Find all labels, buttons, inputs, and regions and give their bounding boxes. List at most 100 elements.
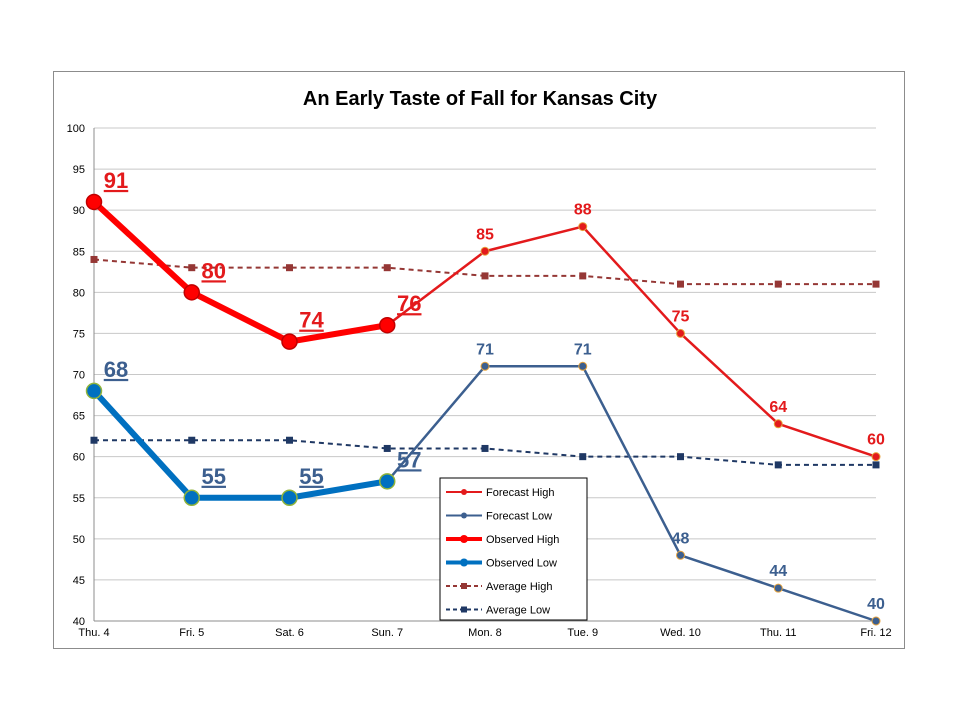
- data-point: [90, 255, 98, 263]
- legend-label: Average Low: [486, 605, 550, 617]
- data-point: [183, 284, 200, 301]
- data-point: [872, 280, 880, 288]
- series-average-low: [90, 436, 880, 469]
- data-point: [677, 453, 684, 461]
- data-point: [383, 264, 391, 272]
- data-point: [774, 461, 782, 469]
- data-point: [90, 436, 98, 444]
- y-tick-label: 50: [73, 534, 85, 546]
- data-point: [281, 489, 298, 506]
- legend-label: Forecast High: [486, 487, 554, 499]
- line-chart: An Early Taste of Fall for Kansas City 4…: [67, 88, 892, 639]
- legend-item: Observed High: [446, 534, 559, 546]
- data-point: [481, 272, 489, 280]
- legend-marker: [461, 606, 467, 613]
- series-line: [94, 439, 876, 466]
- data-point: [281, 333, 298, 350]
- series-observed-low: [85, 382, 396, 506]
- data-label: 76: [397, 291, 421, 316]
- legend-label: Observed Low: [486, 558, 557, 570]
- data-point: [579, 453, 587, 461]
- data-label: 71: [574, 341, 592, 358]
- legend-box: [439, 477, 588, 621]
- x-tick-label: Fri. 5: [179, 627, 204, 639]
- series-line: [91, 388, 388, 501]
- x-tick-label: Sat. 6: [275, 627, 304, 639]
- data-label: 74: [299, 308, 324, 333]
- series-forecast-high: [382, 222, 881, 462]
- data-point: [871, 452, 881, 462]
- y-tick-label: 65: [73, 411, 85, 423]
- data-label: 60: [867, 432, 885, 449]
- legend-item: Average High: [446, 581, 552, 593]
- data-label: 40: [867, 596, 885, 613]
- legend-item: Forecast Low: [446, 511, 552, 523]
- data-label: 80: [202, 258, 226, 283]
- series-forecast-low: [382, 361, 881, 626]
- series-observed-high: [85, 193, 396, 350]
- data-point: [286, 264, 293, 272]
- legend-label: Average High: [486, 581, 552, 593]
- data-label: 85: [476, 226, 494, 243]
- legend-label: Forecast Low: [486, 511, 552, 523]
- data-point: [872, 461, 880, 469]
- x-tick-label: Thu. 4: [78, 627, 109, 639]
- data-point: [379, 473, 396, 490]
- data-point: [677, 280, 684, 288]
- x-tick-label: Tue. 9: [567, 627, 598, 639]
- data-point: [579, 272, 587, 280]
- series-line: [91, 199, 388, 345]
- data-point: [183, 489, 200, 506]
- data-label: 44: [769, 563, 787, 580]
- y-tick-label: 100: [67, 123, 85, 135]
- series-line: [386, 225, 877, 458]
- data-point: [286, 436, 293, 444]
- data-label: 64: [769, 399, 787, 416]
- y-tick-label: 55: [73, 493, 85, 505]
- data-point: [480, 361, 490, 371]
- y-tick-label: 80: [73, 287, 85, 299]
- data-point: [480, 246, 490, 256]
- data-point: [85, 382, 103, 400]
- chart-title: An Early Taste of Fall for Kansas City: [303, 88, 658, 110]
- y-tick-label: 70: [73, 370, 85, 382]
- y-tick-label: 45: [73, 575, 85, 587]
- data-label: 68: [104, 357, 128, 382]
- legend: Forecast High Forecast Low Observed High Ob…: [439, 477, 588, 621]
- data-label: 55: [299, 464, 323, 489]
- series-line: [386, 365, 877, 623]
- legend-item: Forecast High: [446, 487, 554, 499]
- x-tick-label: Thu. 11: [760, 627, 797, 639]
- data-point: [85, 193, 103, 211]
- x-tick-label: Fri. 12: [860, 627, 891, 639]
- data-point: [481, 444, 489, 452]
- data-label: 75: [672, 308, 690, 325]
- y-tick-label: 40: [73, 616, 85, 628]
- y-tick-label: 60: [73, 452, 85, 464]
- data-point: [773, 419, 783, 429]
- legend-marker: [460, 535, 468, 543]
- x-tick-label: Mon. 8: [468, 627, 502, 639]
- data-point: [578, 222, 588, 232]
- legend-marker: [461, 489, 467, 495]
- y-tick-label: 95: [73, 164, 85, 176]
- data-point: [188, 436, 196, 444]
- legend-marker: [460, 558, 468, 567]
- series-lines: [85, 193, 881, 626]
- y-tick-label: 75: [73, 328, 85, 340]
- x-tick-label: Wed. 10: [660, 627, 701, 639]
- legend-marker: [461, 583, 467, 589]
- legend-marker: [461, 512, 467, 519]
- y-tick-label: 85: [73, 246, 85, 258]
- data-point: [774, 280, 782, 288]
- data-label: 91: [104, 168, 128, 193]
- data-point: [676, 550, 685, 560]
- data-label: 55: [202, 464, 226, 489]
- data-point: [383, 444, 391, 452]
- data-labels: 91 80 74 76 68 55 55 57 85 88 75 64 60 71 71 48 44 40: [104, 168, 885, 613]
- data-point: [578, 361, 588, 371]
- data-point: [379, 316, 396, 334]
- x-tick-label: Sun. 7: [371, 627, 403, 639]
- data-point: [773, 583, 783, 593]
- legend-item: Observed Low: [446, 558, 557, 570]
